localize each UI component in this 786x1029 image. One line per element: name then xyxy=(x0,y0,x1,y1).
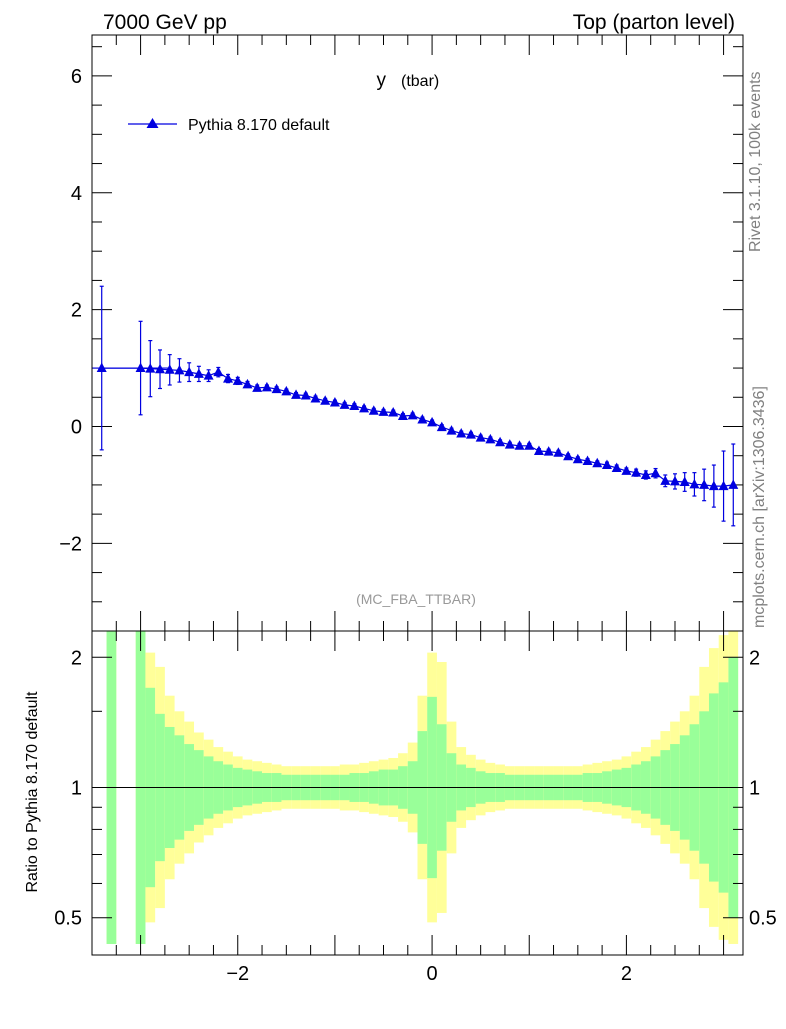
ratio-y-tick-label-right: 1 xyxy=(749,777,760,799)
header-process-label: Top (parton level) xyxy=(573,11,735,34)
x-tick-label: −2 xyxy=(226,963,249,985)
ratio-y-tick-label: 0.5 xyxy=(54,908,82,930)
ratio-y-tick-label-right: 0.5 xyxy=(749,908,777,930)
rivet-version-label: Rivet 3.1.10, 100k events xyxy=(747,71,764,252)
plot-title-suffix: (tbar) xyxy=(401,73,439,90)
ratio-y-tick-label: 2 xyxy=(71,647,82,669)
x-tick-label: 2 xyxy=(621,963,632,985)
ratio-y-axis-label: Ratio to Pythia 8.170 default xyxy=(24,691,41,893)
main-y-tick-label: 2 xyxy=(71,300,82,322)
ratio-y-tick-label-right: 2 xyxy=(749,647,760,669)
main-y-tick-label: 0 xyxy=(71,416,82,438)
x-tick-label: 0 xyxy=(427,963,438,985)
main-y-tick-label: 4 xyxy=(71,183,82,205)
analysis-label: (MC_FBA_TTBAR) xyxy=(356,591,476,607)
ratio-y-tick-label: 1 xyxy=(71,777,82,799)
main-y-tick-label: −2 xyxy=(59,533,82,555)
header-energy-label: 7000 GeV pp xyxy=(103,11,227,34)
legend-label: Pythia 8.170 default xyxy=(188,117,330,134)
plot-title: y xyxy=(377,70,387,91)
main-y-tick-label: 6 xyxy=(71,66,82,88)
mcplots-reference-label: mcplots.cern.ch [arXiv:1306.3436] xyxy=(751,386,768,628)
